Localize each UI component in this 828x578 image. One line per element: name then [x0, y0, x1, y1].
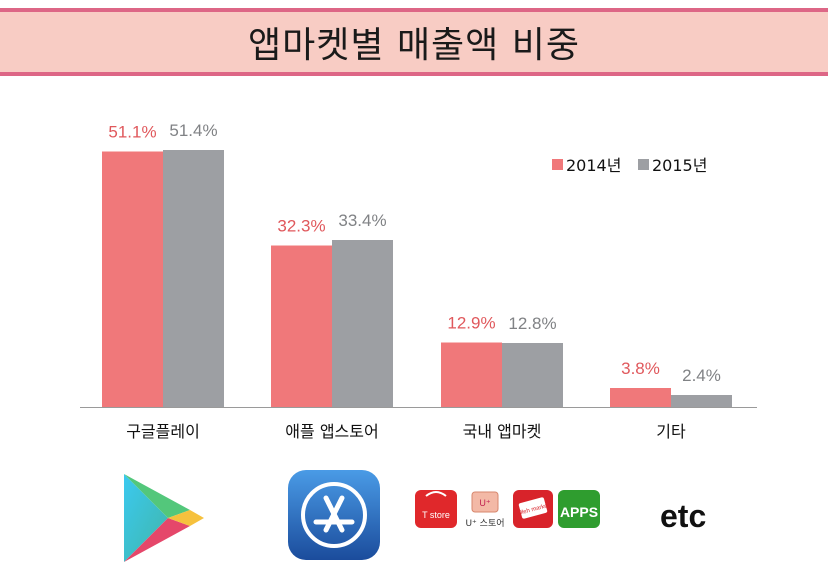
data-label: 3.8%	[621, 359, 660, 378]
bar-2014년-3	[610, 388, 671, 407]
data-label: 12.9%	[447, 314, 495, 333]
app-store-icon	[288, 470, 380, 560]
data-label: 51.4%	[169, 121, 217, 140]
ustore-icon: U⁺ U⁺ 스토어	[465, 491, 505, 529]
category-label: 구글플레이	[126, 422, 200, 441]
apps-icon: APPS	[558, 490, 600, 528]
olleh-market-icon: olleh market	[513, 490, 553, 528]
data-label: 32.3%	[277, 217, 325, 236]
page-title: 앱마켓별 매출액 비중	[248, 25, 580, 66]
legend-swatch	[638, 159, 649, 170]
bar-2014년-0	[102, 151, 163, 407]
bar-2015년-2	[502, 343, 563, 407]
legend-swatch	[552, 159, 563, 170]
svg-text:U⁺: U⁺	[479, 498, 490, 508]
svg-text:T store: T store	[422, 510, 450, 520]
data-label: 33.4%	[338, 211, 386, 230]
category-label: 국내 앱마켓	[463, 422, 542, 441]
domestic-market-logos: T store U⁺ U⁺ 스토어 olleh market APPS	[414, 486, 604, 532]
legend-entry: 2014년	[566, 156, 621, 175]
tstore-icon: T store	[415, 490, 457, 528]
etc-label: etc	[660, 498, 707, 534]
data-label: 12.8%	[508, 314, 556, 333]
svg-text:APPS: APPS	[560, 504, 598, 520]
google-play-icon	[124, 474, 204, 562]
data-label: 51.1%	[108, 123, 156, 142]
svg-text:U⁺ 스토어: U⁺ 스토어	[465, 518, 504, 529]
bar-2014년-1	[271, 245, 332, 407]
bar-2014년-2	[441, 342, 502, 407]
title-band: 앱마켓별 매출액 비중	[0, 8, 828, 76]
bar-2015년-1	[332, 240, 393, 407]
legend-entry: 2015년	[652, 156, 707, 175]
bar-2015년-3	[671, 395, 732, 407]
category-label: 애플 앱스토어	[285, 422, 378, 441]
bar-2015년-0	[163, 150, 224, 407]
data-label: 2.4%	[682, 366, 721, 385]
category-label: 기타	[656, 422, 686, 441]
